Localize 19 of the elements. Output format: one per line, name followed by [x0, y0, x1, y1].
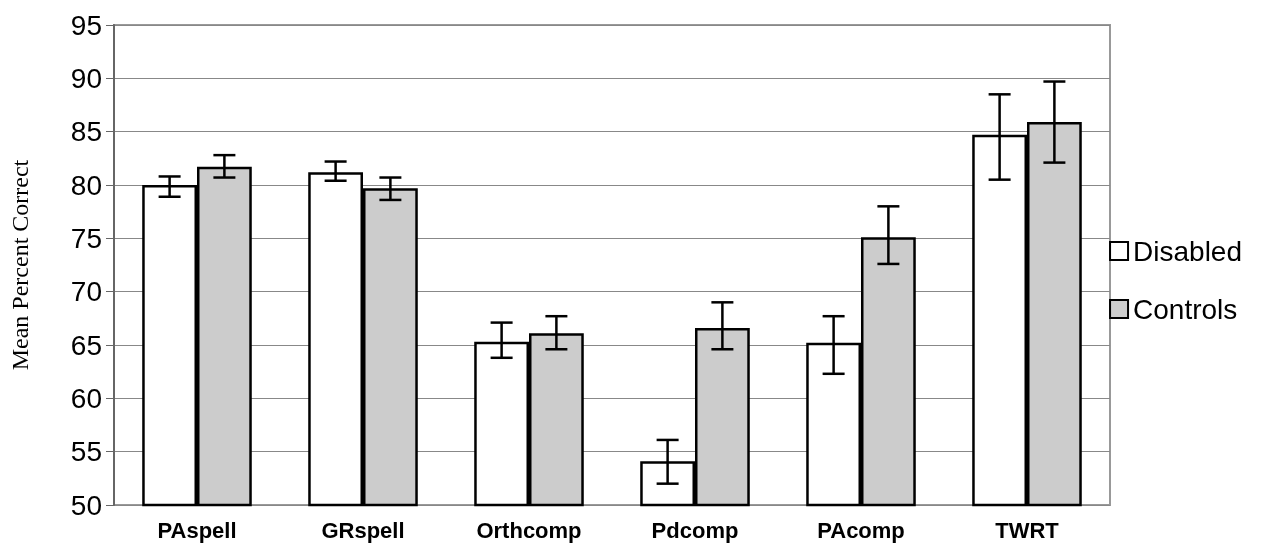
x-tick-label: Orthcomp	[476, 517, 582, 543]
y-axis-title: Mean Percent Correct	[7, 159, 33, 371]
x-tick-label: GRspell	[321, 517, 405, 543]
y-tick-label: 75	[70, 222, 102, 254]
x-tick-label: PAcomp	[817, 517, 905, 543]
y-tick-label: 95	[70, 9, 102, 41]
x-tick-label: TWRT	[995, 517, 1060, 543]
legend-label: Disabled	[1133, 235, 1242, 267]
y-tick-label: 80	[70, 169, 102, 201]
y-tick-label: 90	[70, 62, 102, 94]
y-tick-label: 85	[70, 116, 102, 148]
x-tick-label: PAspell	[157, 517, 237, 543]
x-tick-label: Pdcomp	[651, 517, 739, 543]
y-tick-label: 55	[70, 436, 102, 468]
y-tick-label: 70	[70, 276, 102, 308]
legend-label: Controls	[1133, 293, 1238, 325]
y-tick-label: 50	[70, 489, 102, 521]
y-tick-label: 60	[70, 382, 102, 414]
y-tick-label: 65	[70, 329, 102, 361]
